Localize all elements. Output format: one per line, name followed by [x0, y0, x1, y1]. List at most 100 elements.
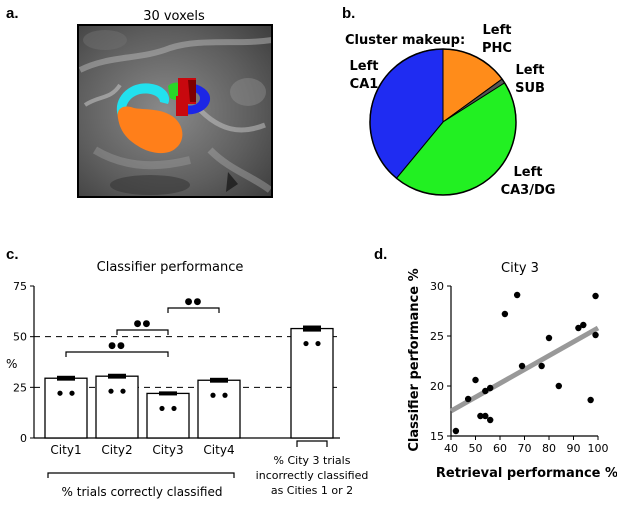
pie-label-ca3-line1: Left [514, 165, 543, 180]
extra-caption-line1: % City 3 trials [274, 454, 351, 467]
scatter-point [555, 382, 562, 390]
pie-title: Cluster makeup: [345, 33, 465, 48]
bar-city4-error-bar [210, 377, 228, 383]
scatter-chart: 40 50 60 70 80 90 100 15 20 25 30 [430, 280, 609, 455]
scatter-point [501, 310, 509, 318]
bar-city2-dot [108, 388, 114, 394]
bar-city3-dot [159, 405, 165, 412]
bar-y-tick-label: 0 [20, 432, 27, 445]
bar-chart: 0 25 50 75 City1 City2 City3 City4 [13, 280, 340, 457]
correct-bracket [47, 472, 235, 478]
pie-label-sub-line2: SUB [515, 81, 545, 96]
mask-cyan [116, 83, 170, 116]
scatter-point [487, 416, 494, 424]
bar-city1-dot [57, 390, 63, 396]
scatter-y-tick-label: 25 [430, 330, 444, 343]
mri-image [77, 24, 273, 198]
bar-chart-title: Classifier performance [97, 260, 244, 275]
mask-dark-red [188, 80, 196, 102]
bar-category-label: City3 [152, 443, 183, 457]
bar-misclassified-dot [303, 340, 309, 347]
scatter-y-tick-label: 30 [430, 280, 444, 293]
significance-markers: ●● ●● ●● [65, 297, 220, 357]
scatter-point [580, 321, 587, 329]
panel-a-letter: a. [6, 5, 19, 22]
extra-caption-line2: incorrectly classified [256, 469, 369, 482]
scatter-y-label: Classifier performance % [407, 268, 422, 451]
scatter-x-label: Retrieval performance % [436, 466, 617, 481]
bar-city4-dot [222, 392, 228, 398]
bar-y-tick-label: 25 [13, 381, 27, 394]
pie-label-phc-line1: Left [483, 23, 512, 38]
extra-caption-line3: as Cities 1 or 2 [271, 484, 353, 497]
pie-outline [369, 48, 517, 196]
pie-label-ca1-line1: Left [350, 59, 379, 74]
scatter-y-tick-label: 20 [430, 380, 444, 393]
bar-city2-dot [120, 388, 126, 394]
bar-city1 [44, 377, 88, 439]
scatter-point [452, 427, 460, 435]
significance-stars: ●● [185, 297, 203, 307]
panel-a-title: 30 voxels [143, 9, 205, 24]
bracket-group: % trials correctly classified % City 3 t… [47, 440, 369, 499]
bar-category-label: City2 [101, 443, 132, 457]
scatter-title: City 3 [501, 261, 539, 276]
scatter-x-tick-label: 40 [444, 442, 458, 455]
bar-city1-dot [69, 390, 75, 396]
scatter-point [482, 387, 489, 395]
significance-bracket [65, 351, 169, 357]
scatter-x-tick-label: 60 [493, 442, 507, 455]
bar-city1-error-bar [57, 375, 75, 381]
mask-orange [117, 106, 183, 154]
pie-label-sub-line1: Left [516, 63, 545, 78]
scatter-x-tick-label: 80 [542, 442, 556, 455]
scatter-point [487, 384, 494, 392]
significance-bracket [116, 329, 169, 335]
bar-misclassified-dot [315, 340, 321, 347]
scatter-y-tick-label: 15 [430, 430, 444, 443]
bracket-caption: % trials correctly classified [62, 485, 223, 499]
scatter-point [592, 331, 599, 339]
scatter-x-tick-label: 100 [588, 442, 609, 455]
bar-city3-dot [171, 405, 177, 412]
pie-labels: Left PHC Left SUB Left CA3/DG Left CA1 [350, 23, 556, 198]
scatter-point [545, 334, 553, 342]
scatter-point [477, 412, 484, 420]
bar-misclassified-error-bar [303, 325, 321, 332]
scatter-point [587, 396, 594, 404]
panel-b-letter: b. [342, 5, 355, 22]
bar-city2-error-bar [108, 373, 126, 379]
scatter-x-tick-label: 70 [518, 442, 532, 455]
scatter-point [575, 324, 582, 332]
bar-y-tick-label: 75 [13, 280, 27, 293]
scatter-point [592, 292, 599, 300]
scatter-point [518, 362, 526, 370]
panel-c-letter: c. [6, 246, 19, 263]
scatter-x-tick-label: 90 [567, 442, 581, 455]
extra-bracket [296, 440, 328, 447]
significance-stars: ●● [108, 341, 126, 351]
pie-chart [369, 48, 517, 196]
panel-d-letter: d. [374, 246, 387, 263]
bar-y-tick-label: 50 [13, 331, 27, 344]
scatter-point [464, 395, 472, 403]
scatter-point [472, 376, 479, 384]
pie-label-ca3-line2: CA3/DG [501, 183, 556, 198]
mri-frame [77, 24, 273, 198]
scatter-point [538, 362, 545, 370]
regression-line [449, 325, 600, 414]
significance-stars: ●● [134, 319, 152, 329]
bar-misclassified [290, 327, 334, 439]
bar-city4 [197, 379, 241, 439]
scatter-point [513, 291, 521, 299]
pie-label-ca1-line2: CA1 [350, 77, 379, 92]
bar-city3 [146, 392, 190, 439]
bar-city4-dot [210, 392, 216, 398]
pie-label-phc-line2: PHC [482, 41, 512, 56]
scatter-point [482, 412, 489, 420]
scatter-x-tick-label: 50 [469, 442, 483, 455]
significance-bracket [167, 307, 220, 313]
mri-background [78, 25, 272, 197]
bar-category-label: City1 [50, 443, 81, 457]
